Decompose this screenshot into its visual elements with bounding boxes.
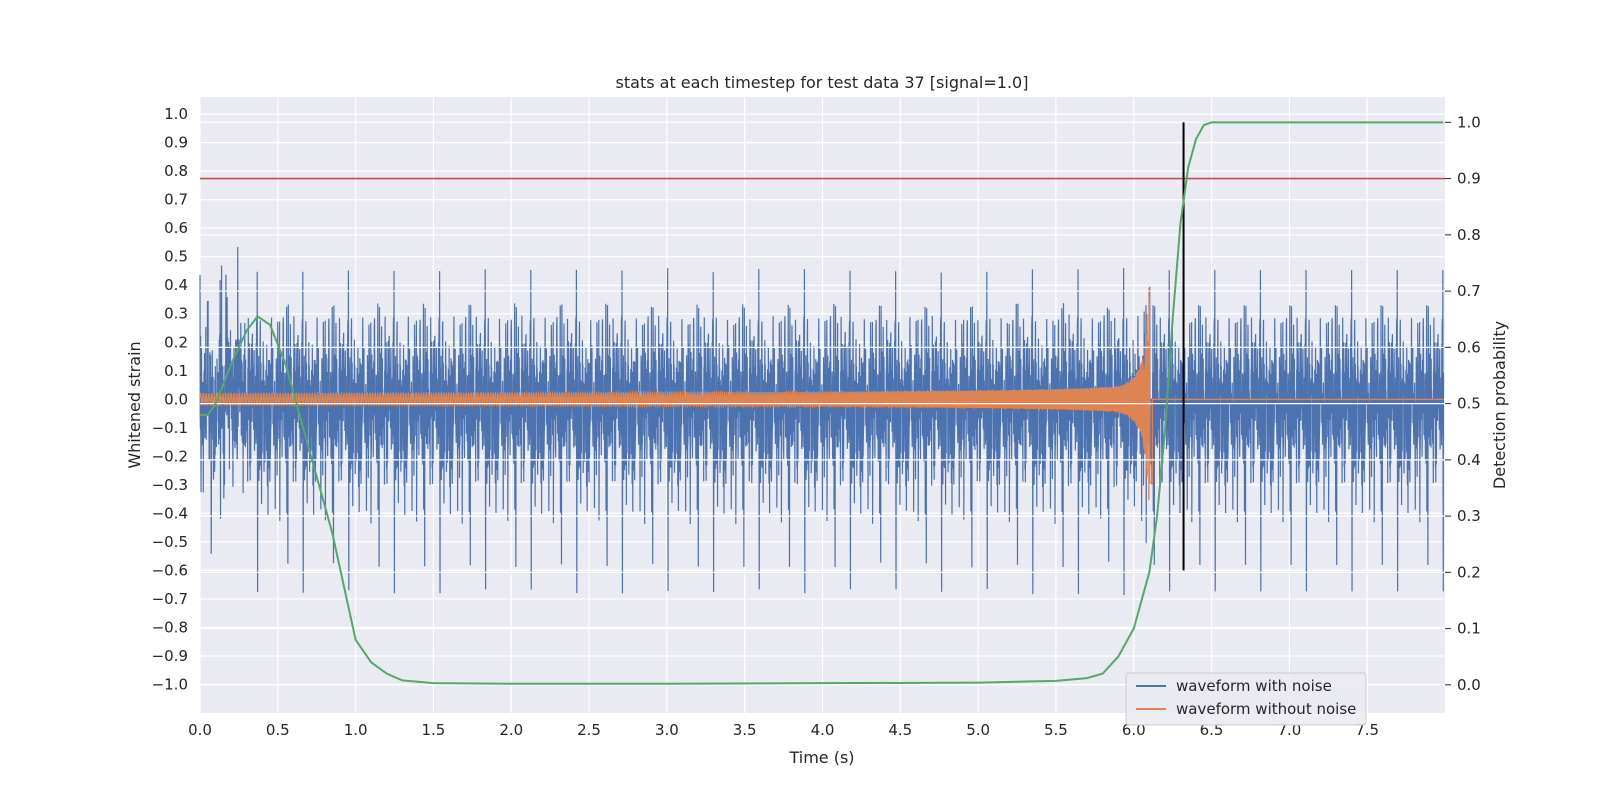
chart-title: stats at each timestep for test data 37 …	[616, 73, 1029, 92]
y-right-axis-label: Detection probability	[1490, 321, 1509, 489]
y-left-tick-label-9: 0.1	[164, 362, 188, 380]
y-left-tick-label-1: 0.9	[164, 134, 188, 152]
y-left-tick-label-16: −0.6	[152, 561, 188, 579]
right-axis-grid-lines	[200, 121, 1445, 686]
y-left-axis-ticks: 1.0 0.9 0.8 0.7 0.6 0.5 0.4 0.3 0.2 0.1 0.0 −0.1 −0.…	[152, 105, 188, 693]
x-tick-label-11: 5.5	[1044, 721, 1068, 739]
y-right-tick-label-9: 0.1	[1457, 620, 1481, 638]
legend-label-clean: waveform without noise	[1176, 700, 1356, 718]
y-left-tick-label-7: 0.3	[164, 305, 188, 323]
y-right-tick-label-7: 0.3	[1457, 507, 1481, 525]
y-right-tick-label-2: 0.8	[1457, 226, 1481, 244]
y-left-tick-label-4: 0.6	[164, 219, 188, 237]
x-tick-label-0: 0.0	[188, 721, 212, 739]
y-left-tick-label-11: −0.1	[152, 419, 188, 437]
y-right-tick-label-1: 0.9	[1457, 170, 1481, 188]
legend: waveform with noise waveform without noi…	[1125, 672, 1367, 726]
x-tick-label-4: 2.0	[499, 721, 523, 739]
y-left-tick-label-13: −0.3	[152, 476, 188, 494]
y-left-tick-label-20: −1.0	[152, 675, 188, 693]
y-left-tick-label-2: 0.8	[164, 162, 188, 180]
y-left-tick-label-18: −0.8	[152, 618, 188, 636]
y-left-tick-label-17: −0.7	[152, 590, 188, 608]
legend-label-noise: waveform with noise	[1176, 677, 1332, 695]
x-tick-label-7: 3.5	[733, 721, 757, 739]
chirp-line	[199, 287, 1444, 501]
x-tick-label-6: 3.0	[655, 721, 679, 739]
y-right-tick-label-3: 0.7	[1457, 282, 1481, 300]
x-tick-label-5: 2.5	[577, 721, 601, 739]
y-left-tick-label-8: 0.2	[164, 333, 188, 351]
y-left-tick-label-14: −0.4	[152, 504, 188, 522]
x-tick-label-9: 4.5	[888, 721, 912, 739]
x-axis-label: Time (s)	[788, 748, 854, 767]
y-left-tick-label-3: 0.7	[164, 191, 188, 209]
overlay-lines	[200, 121, 1445, 685]
y-left-tick-label-6: 0.4	[164, 276, 188, 294]
x-tick-label-10: 5.0	[966, 721, 990, 739]
y-right-tick-label-6: 0.4	[1457, 451, 1481, 469]
x-tick-label-8: 4.0	[811, 721, 835, 739]
y-left-tick-label-5: 0.5	[164, 248, 188, 266]
y-right-tick-label-8: 0.2	[1457, 563, 1481, 581]
y-left-tick-label-12: −0.2	[152, 447, 188, 465]
y-right-axis-ticks: 1.0 0.9 0.8 0.7 0.6 0.5 0.4 0.3 0.2 0.1 0.0	[1445, 113, 1481, 694]
y-left-tick-label-19: −0.9	[152, 647, 188, 665]
detection-probability-line	[200, 121, 1444, 685]
y-right-tick-label-10: 0.0	[1457, 676, 1481, 694]
x-tick-label-3: 1.5	[422, 721, 446, 739]
x-tick-label-2: 1.0	[344, 721, 368, 739]
y-right-tick-label-5: 0.5	[1457, 395, 1481, 413]
series-waveform-without-noise	[199, 287, 1444, 501]
y-right-tick-label-4: 0.6	[1457, 338, 1481, 356]
y-right-tick-label-0: 1.0	[1457, 113, 1481, 131]
y-left-tick-label-15: −0.5	[152, 533, 188, 551]
x-tick-label-1: 0.5	[266, 721, 290, 739]
legend-box	[1125, 672, 1367, 726]
y-left-tick-label-10: 0.0	[164, 390, 188, 408]
y-left-tick-label-0: 1.0	[164, 105, 188, 123]
y-left-axis-label: Whitened strain	[125, 341, 144, 468]
